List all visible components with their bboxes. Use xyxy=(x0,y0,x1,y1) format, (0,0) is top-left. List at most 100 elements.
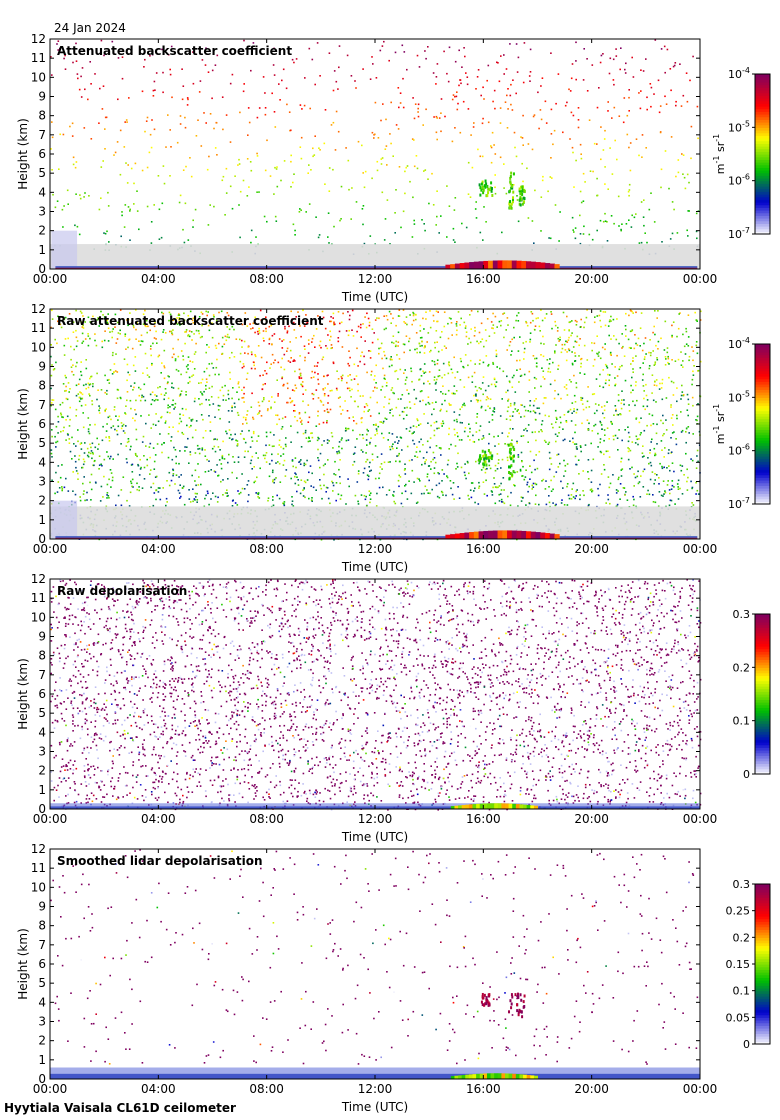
heatmap-cell xyxy=(422,444,424,446)
heatmap-cell xyxy=(542,355,545,358)
heatmap-cell xyxy=(409,180,411,183)
heatmap-cell xyxy=(378,347,380,350)
heatmap-cell xyxy=(241,346,243,348)
heatmap-cell xyxy=(671,232,674,235)
heatmap-cell xyxy=(663,433,665,435)
heatmap-cell xyxy=(492,361,494,364)
heatmap-cell xyxy=(523,347,526,350)
heatmap-cell xyxy=(187,356,190,358)
heatmap-cell xyxy=(655,344,657,347)
heatmap-cell xyxy=(423,382,425,385)
heatmap-cell xyxy=(388,402,390,405)
heatmap-cell xyxy=(673,486,675,488)
heatmap-cell xyxy=(483,345,485,348)
heatmap-cell xyxy=(568,321,571,324)
heatmap-cell xyxy=(309,440,311,442)
heatmap-cell xyxy=(675,175,677,178)
heatmap-cell xyxy=(228,336,230,339)
heatmap-cell xyxy=(384,378,386,380)
heatmap-cell xyxy=(444,393,447,395)
aerosol-cell xyxy=(516,260,522,269)
heatmap-cell xyxy=(654,310,656,312)
x-tick-label: 20:00 xyxy=(574,272,609,286)
heatmap-cell xyxy=(419,368,421,371)
heatmap-cell xyxy=(205,494,207,497)
heatmap-cell xyxy=(314,135,316,137)
heatmap-cell xyxy=(237,414,240,416)
heatmap-cell xyxy=(85,383,87,386)
heatmap-cell xyxy=(383,239,386,241)
heatmap-cell xyxy=(589,170,592,172)
heatmap-cell xyxy=(436,378,438,381)
heatmap-cell xyxy=(150,486,152,489)
colorbar-cell xyxy=(755,108,770,112)
heatmap-cell xyxy=(161,362,163,364)
heatmap-cell xyxy=(330,316,332,318)
colorbar-cell xyxy=(755,231,770,235)
heatmap-cell xyxy=(542,376,544,378)
heatmap-cell xyxy=(520,416,522,418)
heatmap-cell xyxy=(523,358,525,360)
heatmap-cell xyxy=(442,494,444,496)
heatmap-cell xyxy=(653,364,656,366)
heatmap-cell xyxy=(532,355,535,357)
heatmap-cell xyxy=(664,71,666,74)
heatmap-cell xyxy=(456,108,459,111)
heatmap-cell xyxy=(375,423,377,426)
heatmap-cell xyxy=(113,363,116,365)
heatmap-cell xyxy=(492,363,495,365)
heatmap-cell xyxy=(205,384,207,387)
heatmap-cell xyxy=(355,87,357,89)
heatmap-cell xyxy=(607,450,609,452)
heatmap-cell xyxy=(148,151,151,154)
heatmap-cell xyxy=(444,399,446,402)
heatmap-cell xyxy=(399,460,401,463)
heatmap-cell xyxy=(275,462,277,464)
heatmap-cell xyxy=(264,107,267,109)
heatmap-cell xyxy=(503,336,505,339)
heatmap-cell xyxy=(666,467,668,469)
heatmap-cell xyxy=(413,443,416,445)
heatmap-cell xyxy=(152,447,155,449)
heatmap-cell xyxy=(434,383,437,385)
heatmap-cell xyxy=(232,387,234,389)
heatmap-cell xyxy=(317,457,319,459)
heatmap-cell xyxy=(385,315,388,317)
heatmap-cell xyxy=(200,382,202,384)
heatmap-cell xyxy=(475,88,477,90)
heatmap-cell xyxy=(117,389,120,391)
heatmap-cell xyxy=(571,362,574,365)
heatmap-cell xyxy=(512,184,515,186)
heatmap-cell xyxy=(98,464,101,466)
heatmap-cell xyxy=(348,485,350,488)
heatmap-cell xyxy=(247,450,249,453)
heatmap-cell xyxy=(394,502,397,505)
heatmap-cell xyxy=(568,497,571,500)
heatmap-cell xyxy=(323,440,325,442)
heatmap-cell xyxy=(418,478,420,480)
heatmap-cell xyxy=(460,466,463,469)
heatmap-cell xyxy=(667,480,669,482)
heatmap-cell xyxy=(453,209,456,211)
cloud-cell xyxy=(519,192,522,196)
heatmap-cell xyxy=(184,342,186,345)
cloud-cell xyxy=(508,202,511,206)
heatmap-cell xyxy=(637,443,639,446)
aerosol-cell xyxy=(469,262,475,269)
heatmap-cell xyxy=(620,457,623,460)
heatmap-cell xyxy=(469,431,471,433)
heatmap-cell xyxy=(493,435,495,438)
heatmap-cell xyxy=(602,412,604,415)
heatmap-cell xyxy=(601,406,603,408)
heatmap-cell xyxy=(600,325,602,328)
heatmap-cell xyxy=(83,460,86,463)
heatmap-cell xyxy=(319,399,322,402)
heatmap-cell xyxy=(417,115,420,118)
heatmap-cell xyxy=(480,406,483,409)
heatmap-cell xyxy=(540,354,542,356)
heatmap-cell xyxy=(671,324,673,327)
heatmap-cell xyxy=(516,471,519,473)
colorbar-cell xyxy=(755,218,770,222)
aerosol-cell xyxy=(478,531,484,539)
cloud-feature xyxy=(478,179,494,198)
